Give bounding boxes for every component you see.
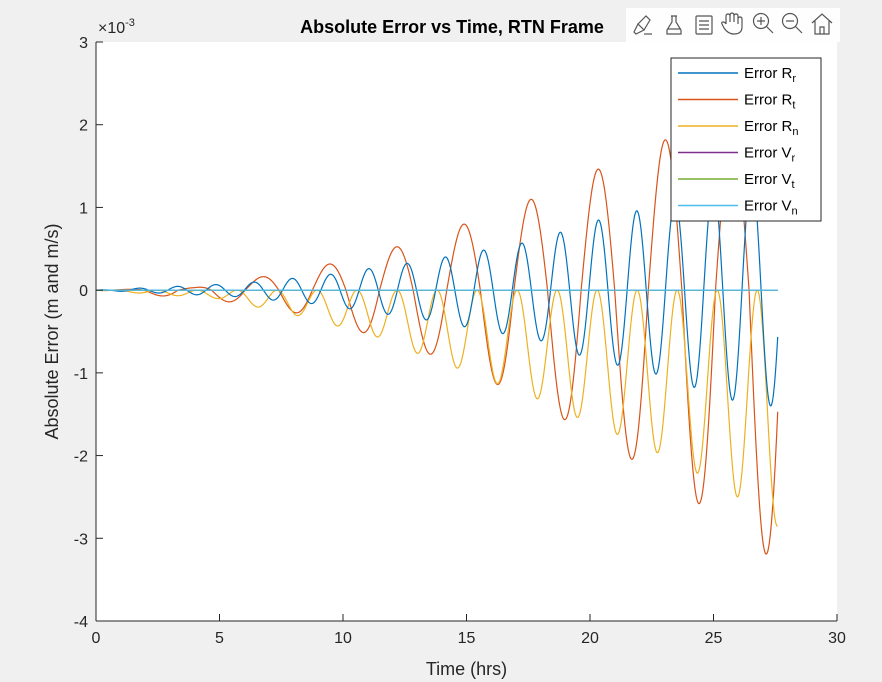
x-tick-label: 25 [705, 630, 723, 647]
chart-title: Absolute Error vs Time, RTN Frame [300, 17, 604, 37]
axes-toolbar [626, 8, 840, 42]
legend-entry: Error Rn [744, 118, 798, 138]
series-line-errorr-r [96, 174, 779, 407]
brush-icon[interactable] [633, 15, 652, 35]
x-tick-label: 0 [92, 630, 101, 647]
legend-entry: Error Rt [744, 92, 795, 112]
y-exponent-label: ×10-3 [98, 17, 135, 37]
data-tips-icon[interactable] [666, 15, 682, 35]
y-axis-label: Absolute Error (m and m/s) [42, 223, 62, 439]
legend-entry: Error Vt [744, 171, 795, 191]
axes: 0 5 10 15 20 25 30 -4 -3 -2 -1 0 1 2 3 ×10-3 Time (hrs) A… [42, 17, 846, 679]
legend-entry: Error Vn [744, 198, 798, 218]
pan-hand-icon[interactable] [721, 12, 743, 35]
legend-entry: Error Rr [744, 65, 796, 85]
y-tick-label: 2 [79, 118, 88, 135]
y-tick-label: 1 [79, 200, 88, 217]
x-tick-label: 10 [334, 630, 352, 647]
x-axis-label: Time (hrs) [426, 659, 507, 679]
y-tick-label: 0 [79, 283, 88, 300]
series-line-errorr-t [96, 136, 779, 555]
zoom-out-icon[interactable] [781, 12, 803, 34]
zoom-in-icon[interactable] [752, 12, 774, 34]
legend-edit-icon[interactable] [695, 15, 713, 35]
x-tick-label: 5 [215, 630, 224, 647]
y-tick-label: -2 [74, 449, 88, 466]
x-tick-label: 15 [458, 630, 476, 647]
legend-entry: Error Vr [744, 145, 796, 165]
y-tick-label: -1 [74, 366, 88, 383]
legend-box [670, 57, 822, 222]
series-layer [96, 136, 779, 555]
home-icon[interactable] [811, 13, 833, 35]
y-tick-label: -4 [74, 614, 88, 631]
x-tick-label: 20 [581, 630, 599, 647]
x-tick-label: 30 [828, 630, 846, 647]
y-tick-label: 3 [79, 35, 88, 52]
y-tick-label: -3 [74, 531, 88, 548]
legend[interactable]: Error Rr Error Rt Error Rn Error Vr Error Vt… [670, 57, 822, 222]
